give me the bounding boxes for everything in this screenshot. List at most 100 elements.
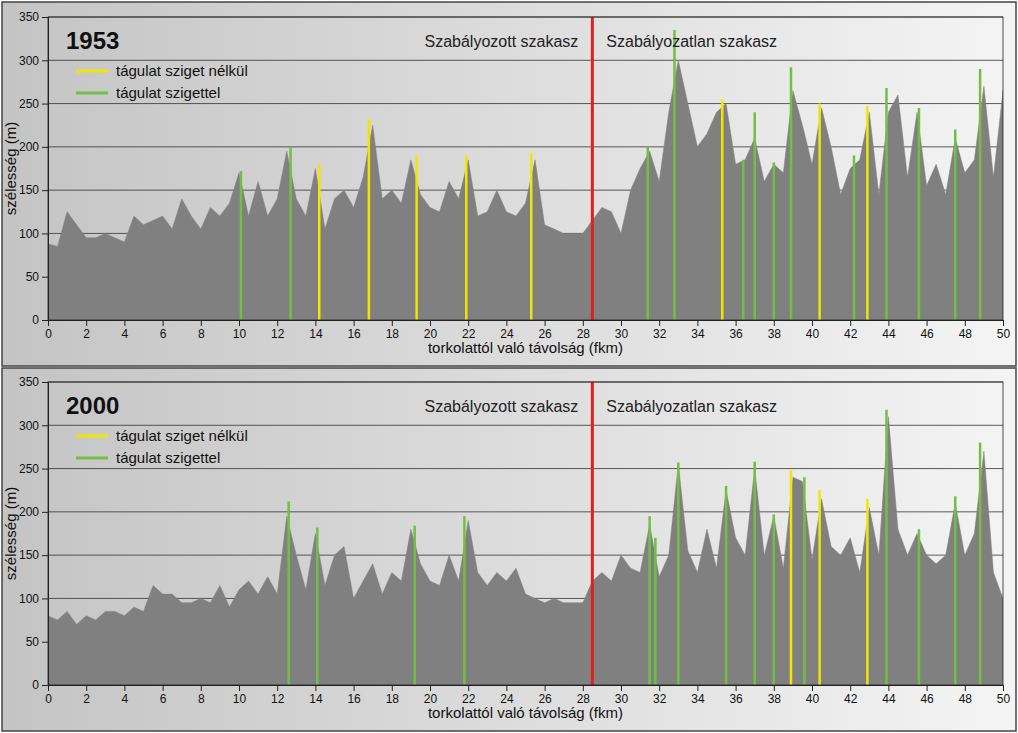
tick-mark	[468, 320, 469, 326]
tick: 36	[729, 685, 743, 706]
tick: 30	[615, 320, 629, 341]
tick-mark	[163, 685, 164, 691]
tick-mark	[42, 512, 48, 513]
plot-area	[48, 17, 1003, 320]
expansion-line	[289, 147, 292, 320]
tick-mark	[1003, 685, 1004, 691]
expansion-line	[954, 496, 957, 685]
tick-mark	[42, 17, 48, 18]
tick-label: 32	[653, 692, 667, 706]
tick: 22	[462, 320, 476, 341]
expansion-line	[790, 67, 793, 320]
tick: 100	[19, 227, 48, 241]
tick-mark	[201, 685, 202, 691]
plot-area	[48, 382, 1003, 685]
tick-label: 300	[19, 54, 39, 68]
tick: 44	[882, 685, 896, 706]
tick-mark	[42, 685, 48, 686]
tick-mark	[239, 320, 240, 326]
x-axis: 0246810121416182022242628303234363840424…	[45, 320, 1010, 341]
tick-label: 34	[691, 692, 705, 706]
tick: 0	[45, 685, 52, 706]
legend-swatch	[76, 457, 108, 460]
tick-label: 8	[198, 327, 205, 341]
tick-mark	[392, 320, 393, 326]
expansion-line	[885, 88, 888, 320]
panel: 0501001502002503003500246810121416182022…	[2, 368, 1016, 731]
expansion-line	[773, 514, 776, 685]
tick: 6	[160, 685, 167, 706]
tick-mark	[583, 685, 584, 691]
expansion-line	[866, 106, 869, 320]
tick-mark	[927, 320, 928, 326]
tick: 14	[309, 320, 323, 341]
tick-label: 100	[19, 592, 39, 606]
tick-label: 44	[882, 692, 896, 706]
tick-label: 0	[45, 327, 52, 341]
tick-label: 40	[806, 692, 820, 706]
tick-mark	[315, 685, 316, 691]
tick: 14	[309, 685, 323, 706]
tick-mark	[736, 685, 737, 691]
x-axis-title: torkolattól való távolság (fkm)	[428, 339, 623, 356]
tick-label: 200	[19, 140, 39, 154]
tick: 200	[19, 505, 48, 519]
tick-label: 12	[271, 327, 285, 341]
figure: 0501001502002503003500246810121416182022…	[0, 0, 1018, 733]
legend-label: tágulat szigettel	[116, 84, 220, 101]
tick: 18	[386, 320, 400, 341]
tick: 12	[271, 320, 285, 341]
plot-frame	[48, 17, 1003, 320]
tick: 42	[844, 685, 858, 706]
tick-label: 10	[233, 327, 247, 341]
tick: 2	[83, 685, 90, 706]
x-axis-title: torkolattól való távolság (fkm)	[428, 704, 623, 721]
expansion-line	[654, 538, 657, 685]
tick-mark	[42, 382, 48, 383]
tick-label: 150	[19, 548, 39, 562]
expansion-line	[673, 30, 676, 320]
tick-mark	[42, 469, 48, 470]
tick: 250	[19, 462, 48, 476]
tick: 44	[882, 320, 896, 341]
tick-mark	[239, 685, 240, 691]
tick-label: 48	[959, 692, 973, 706]
tick-label: 46	[920, 692, 934, 706]
y-axis: 050100150200250300350	[19, 375, 49, 692]
grid-line	[48, 511, 1003, 512]
tick-mark	[965, 685, 966, 691]
expansion-line	[646, 147, 649, 320]
tick-label: 50	[997, 327, 1011, 341]
annotation: Szabályozatlan szakasz	[606, 33, 777, 50]
expansion-line	[648, 516, 651, 685]
tick: 50	[997, 685, 1011, 706]
grid-line	[48, 103, 1003, 104]
tick: 30	[615, 685, 629, 706]
tick-mark	[42, 320, 48, 321]
expansion-line	[465, 156, 468, 320]
tick-mark	[468, 685, 469, 691]
tick-mark	[659, 685, 660, 691]
expansion-line	[721, 99, 724, 320]
expansion-line	[954, 130, 957, 320]
tick-mark	[42, 277, 48, 278]
tick: 26	[538, 685, 552, 706]
tick-mark	[86, 320, 87, 326]
expansion-line	[287, 501, 290, 685]
expansion-line	[753, 112, 756, 320]
y-axis-title: szélesség (m)	[2, 487, 19, 580]
grid-line	[48, 425, 1003, 426]
tick-label: 50	[997, 692, 1011, 706]
expansion-line	[818, 490, 821, 685]
tick-label: 44	[882, 327, 896, 341]
tick-mark	[697, 320, 698, 326]
tick: 250	[19, 97, 48, 111]
tick-mark	[583, 320, 584, 326]
tick-label: 150	[19, 183, 39, 197]
tick-mark	[42, 104, 48, 105]
panel: 0501001502002503003500246810121416182022…	[2, 2, 1016, 366]
tick: 26	[538, 320, 552, 341]
annotation: Szabályozott szakasz	[424, 33, 578, 50]
legend-swatch	[76, 92, 108, 95]
legend-label: tágulat szigettel	[116, 449, 220, 466]
